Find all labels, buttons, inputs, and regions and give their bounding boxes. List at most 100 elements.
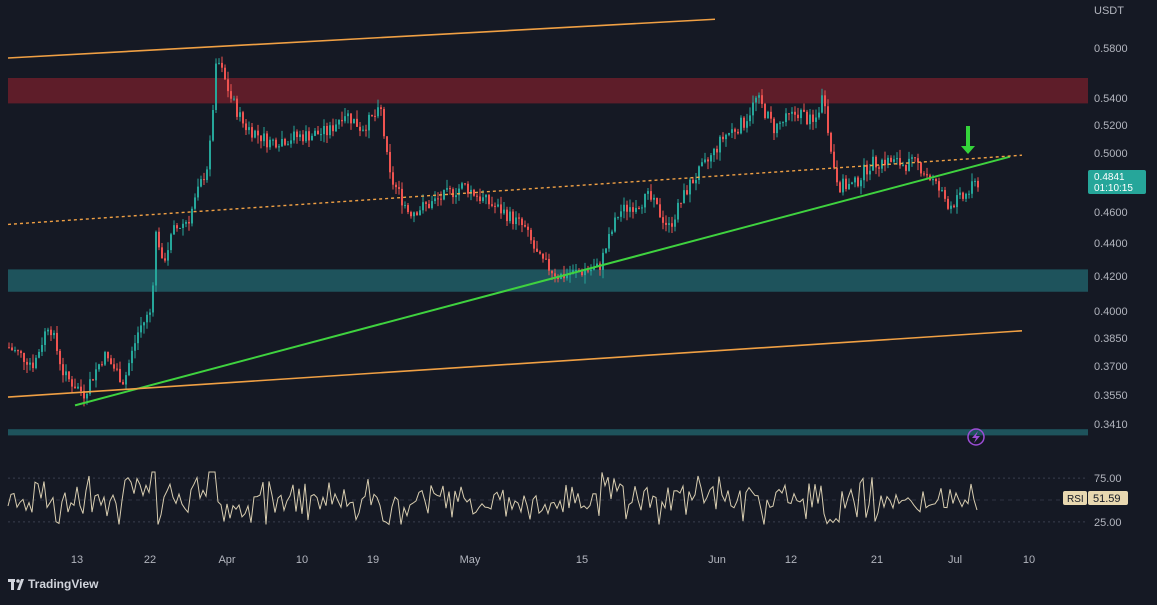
candle-body	[371, 114, 373, 116]
candle-body	[821, 95, 823, 113]
candle-body	[209, 140, 211, 170]
candle-body	[83, 391, 85, 399]
candle-body	[725, 134, 727, 140]
candle-body	[650, 191, 652, 200]
candle-body	[824, 95, 826, 107]
candle-body	[866, 164, 868, 175]
candle-body	[233, 98, 235, 100]
candle-body	[797, 114, 799, 119]
candle-body	[215, 63, 217, 110]
price-tick-label: 0.4400	[1094, 238, 1128, 250]
candle-body	[107, 352, 109, 359]
candle-body	[755, 97, 757, 103]
candle-body	[905, 164, 907, 171]
candle-body	[854, 177, 856, 183]
price-tick-label: 0.3410	[1094, 419, 1128, 431]
candle-body	[416, 212, 418, 216]
candle-body	[938, 181, 940, 191]
candle-body	[698, 166, 700, 180]
candle-body	[23, 352, 25, 362]
candle-body	[188, 222, 190, 224]
time-tick-label: Jul	[948, 554, 962, 566]
candle-body	[89, 379, 91, 394]
rsi-value-badge	[1088, 491, 1128, 505]
candle-body	[884, 159, 886, 166]
candle-body	[965, 193, 967, 199]
candle-body	[767, 111, 769, 119]
candle-body	[713, 148, 715, 156]
tradingview-logo-icon	[8, 578, 24, 590]
candle-body	[365, 129, 367, 131]
channel-lower-line	[7, 330, 1023, 398]
candle-body	[431, 201, 433, 209]
candle-body	[311, 135, 313, 141]
candle-body	[131, 350, 133, 364]
candle-body	[893, 159, 895, 162]
candle-body	[542, 253, 544, 259]
price-tick-label: 0.3700	[1094, 361, 1128, 373]
candle-body	[410, 212, 412, 217]
candle-body	[689, 179, 691, 195]
candle-body	[773, 118, 775, 134]
candle-body	[221, 62, 223, 68]
candle-body	[722, 136, 724, 140]
candle-body	[356, 118, 358, 127]
candle-body	[473, 189, 475, 196]
candle-body	[341, 119, 343, 122]
candle-body	[305, 131, 307, 142]
candle-body	[950, 205, 952, 209]
candle-body	[740, 117, 742, 134]
candle-body	[533, 240, 535, 249]
candle-body	[44, 331, 46, 345]
candle-body	[176, 225, 178, 229]
candle-body	[194, 197, 196, 209]
candle-body	[932, 179, 934, 181]
candle-body	[551, 270, 553, 274]
candle-body	[467, 183, 469, 194]
candle-body	[323, 125, 325, 135]
candle-body	[743, 117, 745, 128]
candle-body	[302, 134, 304, 142]
candle-body	[653, 197, 655, 200]
candle-body	[524, 225, 526, 227]
candle-body	[746, 121, 748, 128]
candle-body	[353, 118, 355, 124]
rsi-name: RSI	[1067, 494, 1084, 505]
candle-body	[440, 198, 442, 200]
candle-body	[758, 95, 760, 98]
watermark-text: TradingView	[28, 577, 99, 591]
candle-body	[770, 111, 772, 119]
candle-body	[104, 352, 106, 365]
candle-body	[98, 364, 100, 370]
candle-body	[398, 187, 400, 189]
candle-body	[752, 102, 754, 116]
candle-body	[917, 158, 919, 163]
candle-body	[545, 258, 547, 260]
candle-body	[68, 371, 70, 380]
candle-body	[158, 231, 160, 248]
candle-body	[26, 361, 28, 365]
candle-body	[62, 364, 64, 376]
candle-body	[488, 194, 490, 205]
candle-body	[374, 115, 376, 117]
tradingview-watermark[interactable]: TradingView	[8, 577, 98, 591]
candle-body	[944, 190, 946, 199]
time-tick-label: 10	[1023, 554, 1035, 566]
candle-body	[419, 210, 421, 216]
candle-body	[263, 133, 265, 142]
candle-body	[779, 122, 781, 124]
candle-body	[266, 133, 268, 148]
candle-body	[113, 364, 115, 369]
candle-body	[923, 173, 925, 175]
candle-body	[479, 196, 481, 202]
candle-body	[455, 195, 457, 198]
candle-body	[152, 285, 154, 313]
candle-body	[164, 258, 166, 261]
candle-body	[185, 222, 187, 224]
candle-body	[692, 179, 694, 184]
channel-upper-line	[7, 18, 716, 59]
candle-body	[494, 205, 496, 207]
candle-body	[38, 351, 40, 358]
currency-label: USDT	[1094, 5, 1124, 17]
